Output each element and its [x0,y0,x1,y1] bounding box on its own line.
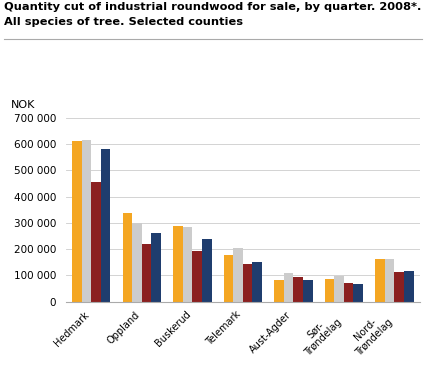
Bar [354,284,363,302]
Bar [394,272,404,302]
Bar [233,248,243,302]
Bar [192,251,202,302]
Bar [243,264,253,302]
Bar [183,227,192,302]
Bar [334,276,344,302]
Bar [284,273,294,302]
Bar [294,276,303,302]
Bar [91,182,101,302]
Bar [151,233,161,302]
Text: NOK: NOK [11,100,36,110]
Bar [123,213,132,302]
Bar [101,149,110,302]
Bar [385,259,394,302]
Bar [253,262,262,302]
Bar [344,283,354,302]
Bar [404,271,414,302]
Bar [303,280,313,302]
Bar [375,259,385,302]
Bar [142,244,151,302]
Text: All species of tree. Selected counties: All species of tree. Selected counties [4,17,243,26]
Bar [202,240,211,302]
Bar [173,226,183,302]
Bar [72,141,82,302]
Bar [132,223,142,302]
Bar [82,140,91,302]
Text: Quantity cut of industrial roundwood for sale, by quarter. 2008*.: Quantity cut of industrial roundwood for… [4,2,422,12]
Bar [325,279,334,302]
Bar [274,280,284,302]
Bar [224,255,233,302]
